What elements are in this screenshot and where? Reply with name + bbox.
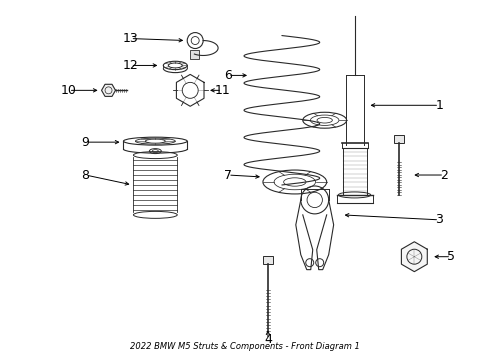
Text: 4: 4: [264, 333, 272, 346]
Text: 5: 5: [447, 250, 455, 263]
Polygon shape: [401, 242, 427, 272]
Text: 9: 9: [82, 136, 90, 149]
Text: 13: 13: [122, 32, 138, 45]
FancyBboxPatch shape: [263, 256, 273, 264]
Text: 6: 6: [224, 69, 232, 82]
Text: 3: 3: [435, 213, 443, 226]
Text: 2022 BMW M5 Struts & Components - Front Diagram 1: 2022 BMW M5 Struts & Components - Front …: [130, 342, 360, 351]
Text: 8: 8: [82, 168, 90, 181]
FancyBboxPatch shape: [394, 135, 404, 143]
Text: 2: 2: [441, 168, 448, 181]
Text: 12: 12: [122, 59, 138, 72]
Text: 10: 10: [61, 84, 76, 97]
Text: 7: 7: [224, 168, 232, 181]
Polygon shape: [101, 84, 116, 96]
Text: 1: 1: [435, 99, 443, 112]
Text: 11: 11: [214, 84, 230, 97]
FancyBboxPatch shape: [190, 50, 199, 59]
